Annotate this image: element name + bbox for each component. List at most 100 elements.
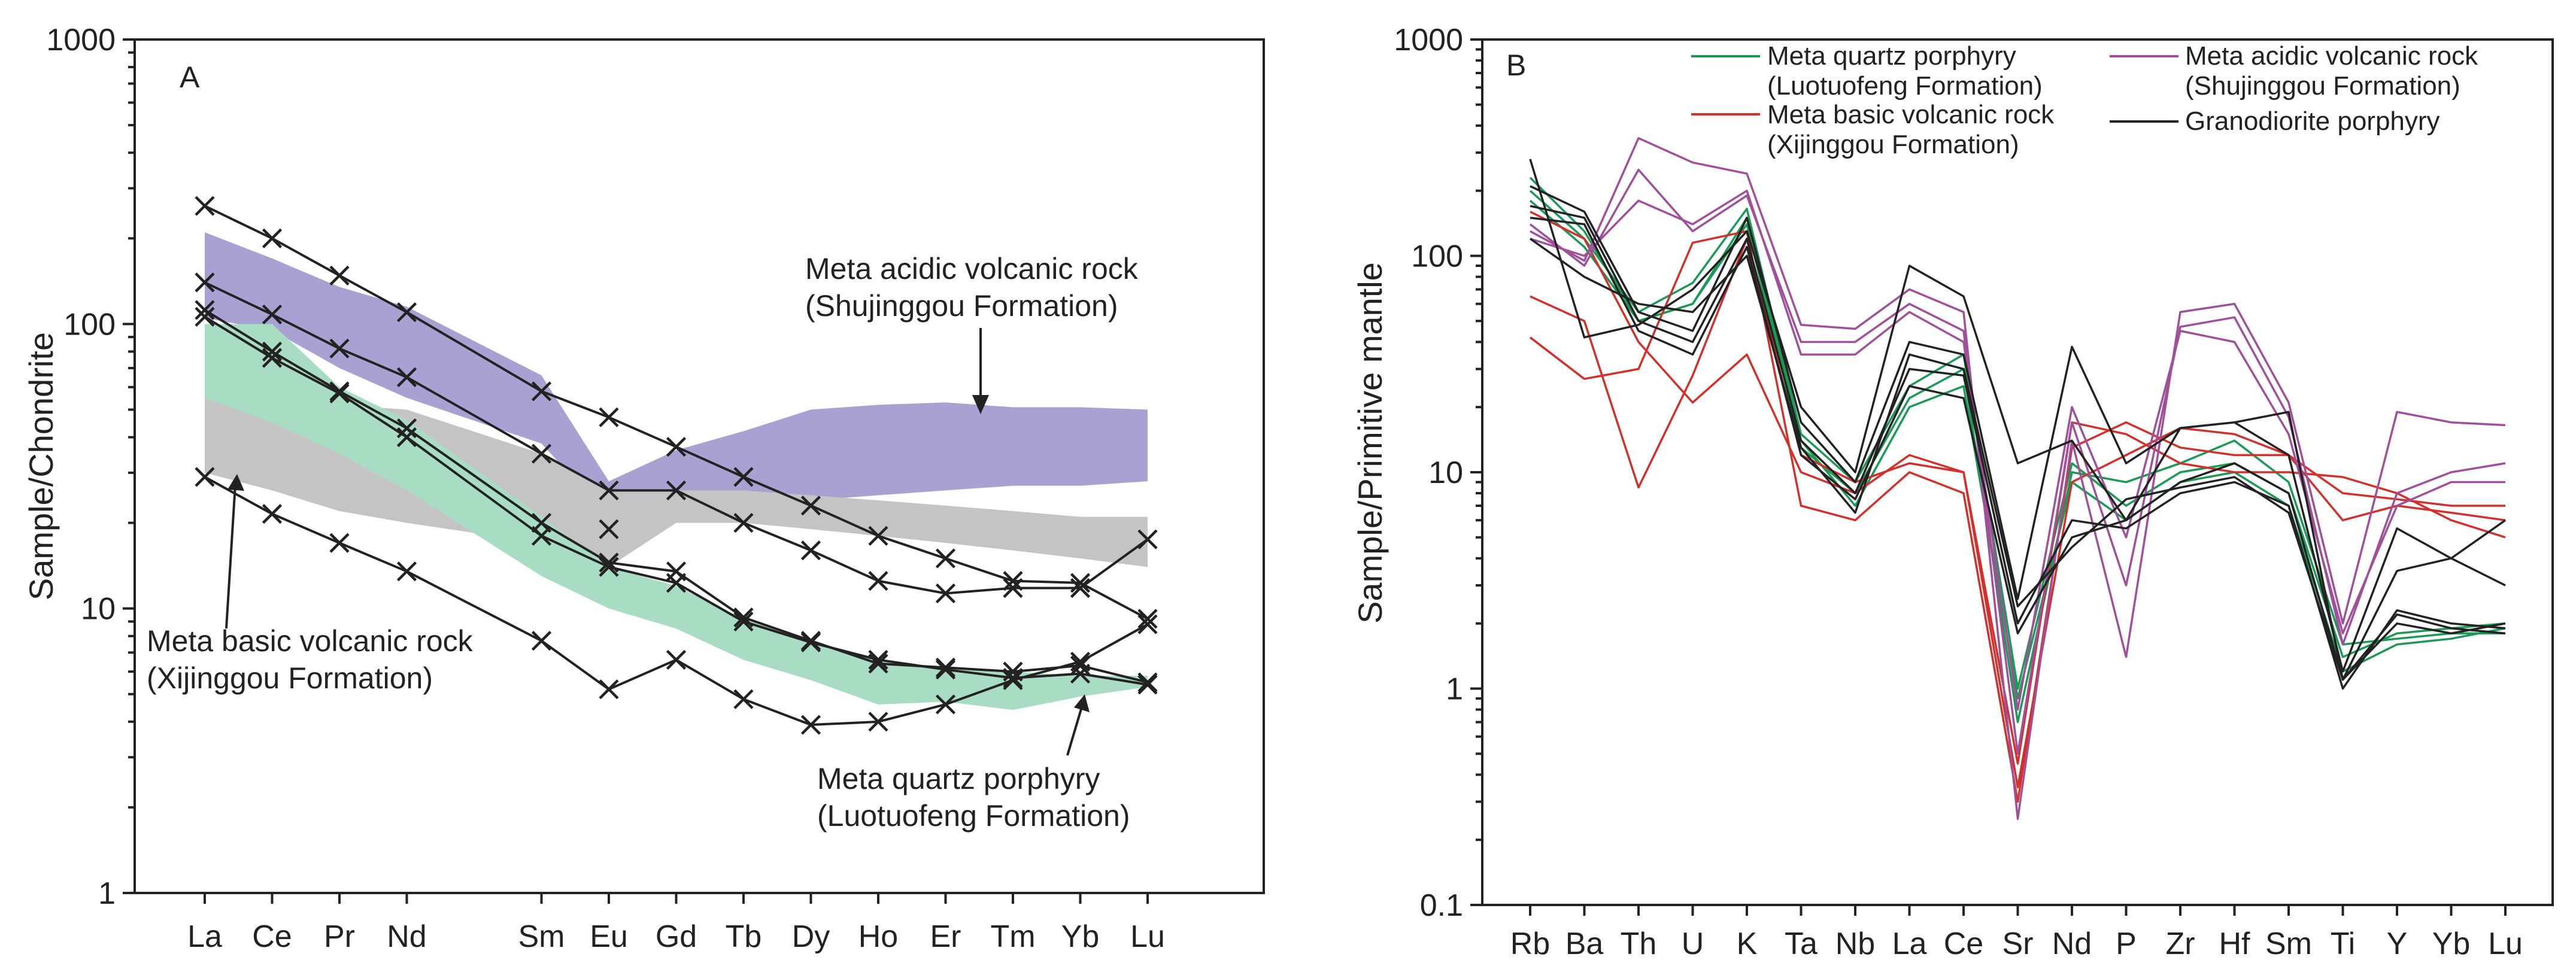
panel-a-sample-2-point-er [935,583,956,604]
panel-a-xtick-label-ho: Ho [858,919,898,954]
legend-label-quartz-line2: (Luotuofeng Formation) [1767,71,2043,101]
panel-a-sample-5-point-pr [329,533,350,553]
legend-label-granodiorite: Granodiorite porphyry [2185,107,2440,136]
panel-a-xtick-label-ce: Ce [252,919,292,954]
annotation-quartz-arrow [1066,704,1084,756]
field-meta-acidic-volcanic-rock-shujinggou-formation [205,232,1148,517]
panel-b-xtick-label-yb: Yb [2432,927,2471,961]
panel-a-xtick-label-nd: Nd [387,919,426,954]
panel-a-sample-4-point-tm [1003,668,1023,688]
panel-b-meta-acidic-volcanic-rock-shujinggou-formation-line-8 [1529,168,2506,755]
panel-a-sample-5-point-tb [733,689,754,709]
annotation-basic-arrowhead [227,474,244,491]
panel-a-sample-3-point-tm [1003,661,1023,682]
panel-b-xtick-label-nb: Nb [1835,927,1875,961]
panel-b-x-axis: Rb Ba Th U K Ta Nb La Ce Sr Nd P Zr Hf Sm Ti Y Yb Lu [1510,905,2523,961]
panel-a-sample-5-point-ho [868,712,888,732]
panel-a-xtick-label-tm: Tm [990,919,1035,954]
panel-a-sample-1-point-ce [262,228,283,248]
annotation-acidic-line2: (Shujinggou Formation) [805,289,1118,323]
annotation-acidic-line1: Meta acidic volcanic rock [805,252,1139,285]
panel-a-sample-5-point-nd [396,561,417,582]
panel-a-sample-1-point-dy [800,496,821,516]
panel-b-ytick-label: 0.1 [1420,888,1463,923]
panel-a-letter: A [180,60,200,94]
panel-a-xtick-label-la: La [187,919,222,954]
panel-a-sample-2-point-gd [666,480,687,501]
legend-label-acidic-line2: (Shujinggou Formation) [2185,71,2460,101]
panel-a-ytick-label: 1000 [46,23,116,57]
panel-b-ytick-label: 10 [1428,455,1463,490]
panel-b-xtick-label-la: La [1892,927,1927,961]
panel-a-sample-2-point-tm [1003,578,1023,599]
panel-b-granodiorite-porphyry-line-12 [1530,205,2506,690]
panel-a-sample-5-point-la [195,467,215,487]
panel-a-sample-1-point-tb [733,467,754,487]
panel-a-sample-2-point-sm [531,444,552,464]
panel-a-xtick-label-pr: Pr [324,919,355,954]
panel-a-sample-2-point-eu [599,480,619,501]
annotation-acidic-arrowhead [972,395,989,414]
panel-a-ylabel: Sample/Chondrite [22,332,60,600]
panel-b-meta-basic-volcanic-rock-xijinggou-formation-line-4 [1530,238,2505,789]
panel-a-xtick-label-sm: Sm [518,919,565,954]
panel-b-granodiorite-porphyry-line-14 [1529,238,2506,681]
annotation-quartz-line2: (Luotuofeng Formation) [817,799,1130,833]
panel-a-sample-5-point-lu [1137,614,1158,634]
legend-label-acidic-line1: Meta acidic volcanic rock [2185,41,2478,71]
panel-b-meta-quartz-porphyry-luotuofeng-formation-line-2 [1529,190,2506,690]
field-meta-basic-volcanic-rock-xijinggou-formation [205,387,1148,567]
panel-a-sample-2-point-dy [800,540,821,561]
panel-a-sample-4-point-pr [329,383,350,403]
panel-b-y-axis: 0.1 1 10 100 1000 [1394,23,1482,923]
panel-b-xtick-label-th: Th [1621,927,1657,961]
panel-a-sample-3-point-nd [396,418,417,439]
panel-a-ytick-label: 1 [98,876,116,911]
legend-label-basic-line2: (Xijinggou Formation) [1767,130,2019,159]
panel-b-ytick-label: 1 [1446,672,1463,707]
panel-a-sample-3-point-ce [262,341,283,362]
panel-a-ytick-label: 100 [63,307,116,342]
panel-a-sample-3-point-eu [599,552,619,573]
panel-a-sample-1-line [204,205,1148,620]
panel-b-xtick-label-lu: Lu [2488,927,2523,961]
panel-b-xtick-label-nd: Nd [2052,927,2092,961]
panel-a-sample-3-point-tb [733,607,754,628]
panel-b-ylabel: Sample/Primitive mantle [1351,262,1389,624]
panel-a-sample-2-point-la [195,272,215,293]
panel-b-xtick-label-ti: Ti [2331,927,2355,961]
panel-a-sample-1-point-sm [531,381,552,402]
panel-a-plot-frame [133,38,1265,894]
panel-a-sample-3-line [204,309,1148,684]
panel-a-sample-4-point-er [935,660,956,680]
panel-a-sample-3-point-yb [1070,655,1091,676]
panel-a-sample-5-line [204,476,1148,727]
panel-b-granodiorite-porphyry-line-13 [1530,217,2506,681]
panel-a-sample-1-point-eu [599,407,619,427]
panel-a-sample-4-line [204,315,1148,686]
panel-a-sample-4-point-nd [396,427,417,448]
panel-a-ytick-label: 10 [81,592,116,627]
panel-a-sample-3-point-pr [329,381,350,402]
panel-a-sample-4-point-gd [666,573,687,593]
panel-a-sample-4-point-dy [800,632,821,652]
panel-b-xtick-label-k: K [1737,927,1758,961]
panel-a-sample-5-point-tm [1003,670,1023,690]
panel-a-sample-1-point-pr [329,265,350,285]
panel-a-sample-1-point-er [935,548,956,569]
panel-a-xtick-label-tb: Tb [726,919,762,954]
panel-a-y-axis: 1 10 100 1000 [46,23,135,911]
panel-a-sample-1-point-la [195,196,215,216]
annotation-quartz-line1: Meta quartz porphyry [817,762,1100,795]
panel-a-sample-5-point-eu [599,679,619,700]
panel-a-sample-4-point-lu [1137,675,1158,695]
panel-b-meta-basic-volcanic-rock-xijinggou-formation-line-5 [1529,230,2506,803]
panel-a-sample-5-point-sm [531,631,552,651]
panel-a-x-axis: La Ce Pr Nd Sm Eu Gd Tb Dy Ho Er Tm Yb Lu [187,893,1165,954]
panel-a-sample-2-point-ho [868,571,888,591]
panel-b-meta-acidic-volcanic-rock-shujinggou-formation-line-7 [1530,137,2506,820]
panel-a-sample-4-point-sm [531,525,552,546]
panel-a-sample-2-point-pr [329,338,350,359]
panel-a-sample-5-point-ce [262,504,283,524]
